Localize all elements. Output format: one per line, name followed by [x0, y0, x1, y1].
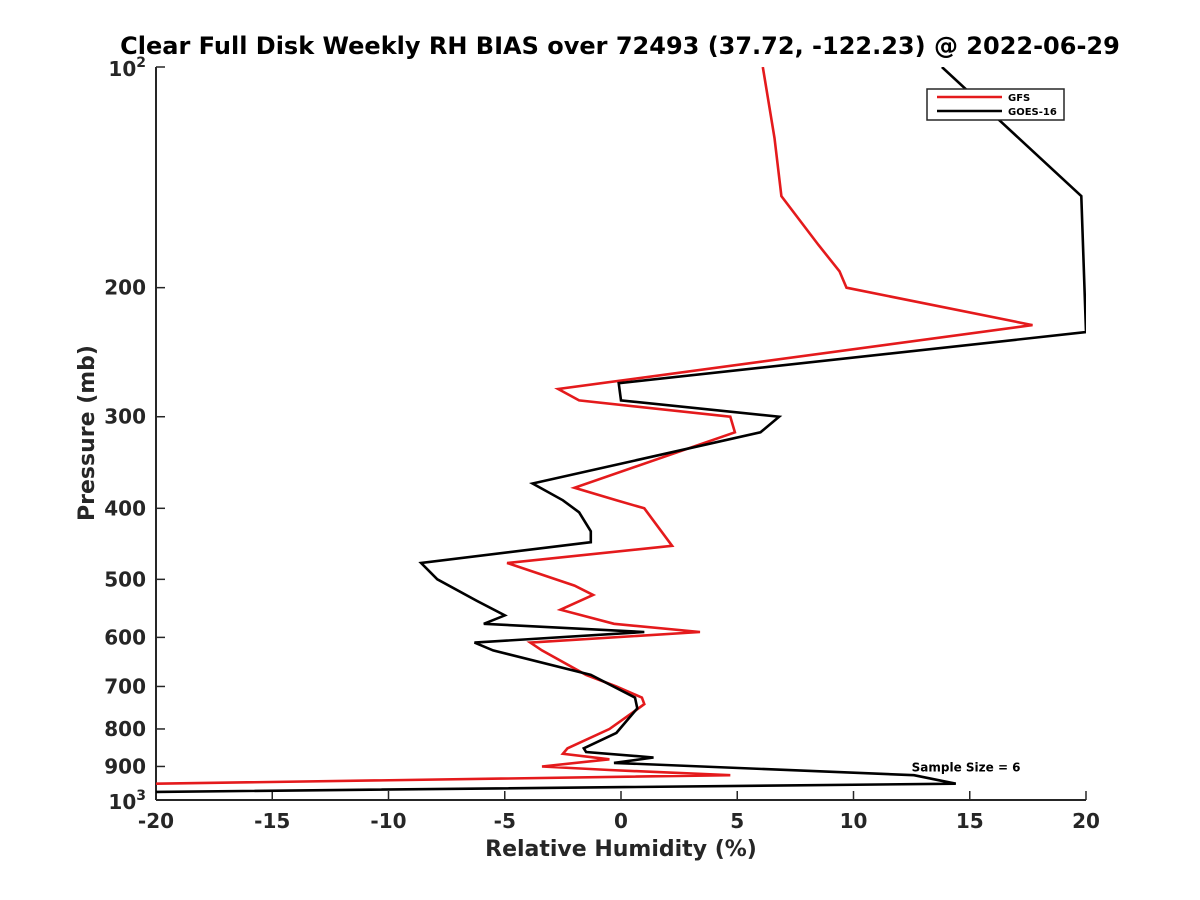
x-tick-label: -20	[138, 809, 174, 833]
legend: GFS GOES-16	[926, 88, 1065, 121]
y-tick-label: 102	[108, 55, 146, 81]
sample-size-annotation: Sample Size = 6	[912, 760, 1021, 774]
y-tick-label: 103	[108, 788, 146, 814]
x-tick-label: 10	[840, 809, 868, 833]
x-tick-label: -15	[254, 809, 290, 833]
y-tick-label: 500	[104, 567, 146, 591]
y-tick-label: 600	[104, 625, 146, 649]
x-tick-label: 0	[614, 809, 628, 833]
x-axis-label: Relative Humidity (%)	[485, 837, 757, 862]
y-tick-label: 900	[104, 754, 146, 778]
x-ticks: -20 -15 -10 -5 0 5 10 15 20	[138, 791, 1100, 833]
y-axis-label: Pressure (mb)	[75, 345, 100, 521]
series-line-gfs	[156, 67, 1033, 785]
x-tick-label: 15	[956, 809, 984, 833]
x-tick-label: -10	[370, 809, 406, 833]
x-tick-label: 5	[730, 809, 744, 833]
chart-title: Clear Full Disk Weekly RH BIAS over 7249…	[120, 32, 1120, 60]
legend-box	[926, 88, 1065, 121]
y-tick-label: 300	[104, 405, 146, 429]
series-lines	[156, 67, 1086, 794]
y-tick-label: 800	[104, 717, 146, 741]
x-tick-label: 20	[1072, 809, 1100, 833]
y-tick-label: 700	[104, 674, 146, 698]
series-line-goes16	[156, 67, 1086, 794]
plot-area	[156, 67, 1086, 794]
legend-label-gfs: GFS	[1008, 93, 1030, 104]
y-tick-label: 200	[104, 276, 146, 300]
x-tick-label: -5	[494, 809, 516, 833]
y-tick-label: 400	[104, 496, 146, 520]
legend-label-goes16: GOES-16	[1008, 107, 1057, 118]
y-ticks: 102 200 300 400 500 600 700 800 900 103	[104, 55, 165, 814]
